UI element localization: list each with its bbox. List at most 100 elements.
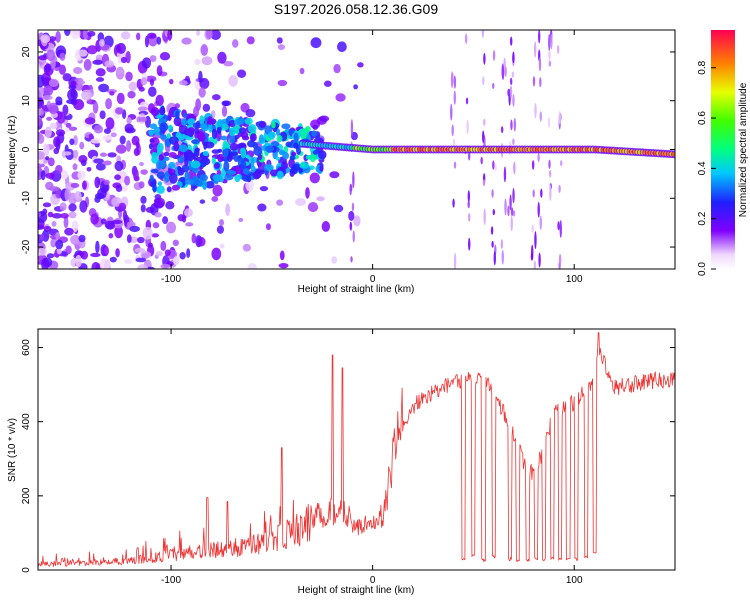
spectrogram-cell [537, 30, 541, 44]
spectrogram-cell [511, 71, 515, 78]
spectrogram-cell [164, 249, 171, 257]
spectrogram-cell [114, 160, 124, 172]
spectrogram-cell [88, 133, 94, 140]
spectrogram-cell [148, 129, 155, 136]
spectrogram-cell [69, 138, 75, 146]
spectrogram-cell [247, 262, 257, 269]
spectrogram-cell [38, 74, 45, 88]
spectrogram-cell [492, 160, 495, 170]
spectrogram-cell [56, 111, 66, 124]
spectrogram-cell [94, 176, 101, 189]
spectrogram-cell [199, 115, 205, 125]
spectrogram-cell [225, 203, 231, 216]
spectrogram-cell [38, 108, 45, 116]
spectrogram-cell [53, 147, 60, 155]
spectrogram-cell [192, 122, 200, 129]
spectrogram-cell [49, 122, 58, 130]
spectrogram-cell [82, 180, 87, 190]
spectrogram-cells [38, 30, 675, 269]
spectrogram-cell [186, 248, 191, 259]
colorbar-gradient [711, 30, 735, 269]
spectrogram-cell [253, 146, 263, 156]
spectrogram-cell [558, 253, 562, 266]
spectrogram-cell [48, 36, 57, 42]
spectrogram-cell [103, 179, 110, 186]
spectrogram-cell [276, 135, 283, 143]
spectrogram-cell [63, 30, 71, 37]
spectrogram-cell [38, 97, 45, 109]
spectrogram-cell [490, 226, 494, 235]
spectrogram-cell [131, 135, 140, 146]
spectrogram-cell [350, 119, 354, 137]
spectrogram-cell [491, 240, 494, 248]
spectrogram-cell [217, 51, 227, 64]
spectrogram-cell [151, 155, 159, 164]
spectrogram-cell [73, 66, 83, 75]
spectrogram-cell [291, 151, 297, 157]
spectrogram-cell [158, 154, 164, 161]
spectrogram-cell [310, 37, 322, 49]
x-tick-label: -100 [161, 274, 181, 285]
spectrogram-cell [168, 161, 176, 169]
spectrogram-cell [48, 78, 59, 88]
spectrogram-cell [157, 181, 163, 186]
spectrogram-cell [55, 239, 64, 250]
spectrogram-cell [147, 32, 157, 39]
spectrogram-cell [55, 96, 63, 105]
spectrogram-cell [95, 68, 106, 77]
spectrogram-cell [173, 141, 180, 152]
spectrogram-cell [539, 215, 542, 230]
spectrogram-cell [550, 34, 553, 50]
y-tick-label: 400 [21, 413, 32, 430]
spectrogram-cell [231, 39, 239, 48]
spectrogram-cell [450, 71, 454, 89]
spectrogram-cell [75, 254, 82, 268]
spectrogram-cell [194, 179, 203, 187]
spectrogram-cell [205, 181, 215, 189]
spectrogram-cell [93, 125, 104, 134]
spectrogram-cell [206, 30, 213, 39]
spectrogram-cell [191, 139, 200, 145]
spectrogram-cell [165, 201, 175, 210]
spectrogram-cell [86, 45, 98, 55]
spectrogram-cell [512, 210, 516, 217]
spectrogram-cell [492, 49, 496, 62]
spectrogram-cell [86, 166, 92, 172]
spectrogram-cell [137, 264, 148, 269]
spectrogram-cell [202, 103, 211, 112]
spectrogram-cell [467, 200, 470, 209]
spectrogram-cell [238, 217, 244, 223]
spectrogram-cell [115, 107, 124, 115]
spectrogram-cell [512, 94, 515, 107]
spectrogram-cell [140, 251, 152, 259]
spectrogram-cell [333, 204, 344, 213]
spectrogram-cell [90, 252, 101, 258]
spectrogram-cell [56, 247, 62, 255]
spectrogram-cell [139, 162, 144, 167]
spectrogram-cell [193, 106, 199, 118]
spectrogram-cell [278, 263, 289, 269]
spectrogram-cell [539, 111, 542, 122]
spectrogram-cell [59, 169, 69, 180]
spectrogram-cell [70, 182, 80, 188]
spectrogram-cell [319, 164, 324, 172]
spectrogram-cell [70, 234, 81, 246]
spectrogram-cell [211, 157, 216, 165]
spectrogram-cell [201, 56, 213, 66]
spectrogram-cell [169, 173, 178, 184]
spectrogram-cell [482, 179, 486, 187]
spectrogram-cell [483, 52, 486, 65]
spectrogram-cell [304, 126, 311, 133]
spectrogram-cell [128, 81, 137, 92]
spectrogram-cell [55, 232, 61, 240]
spectrogram-cell [53, 136, 61, 148]
spectrogram-cell [220, 135, 228, 141]
spectrogram-cell [109, 256, 117, 263]
spectrogram-cell [512, 187, 515, 204]
spectrogram-cell [65, 122, 72, 128]
spectrogram-cell [547, 117, 551, 128]
spectrogram-cell [95, 54, 103, 61]
spectrogram-cell [228, 119, 236, 128]
spectrogram-cell [481, 30, 485, 38]
